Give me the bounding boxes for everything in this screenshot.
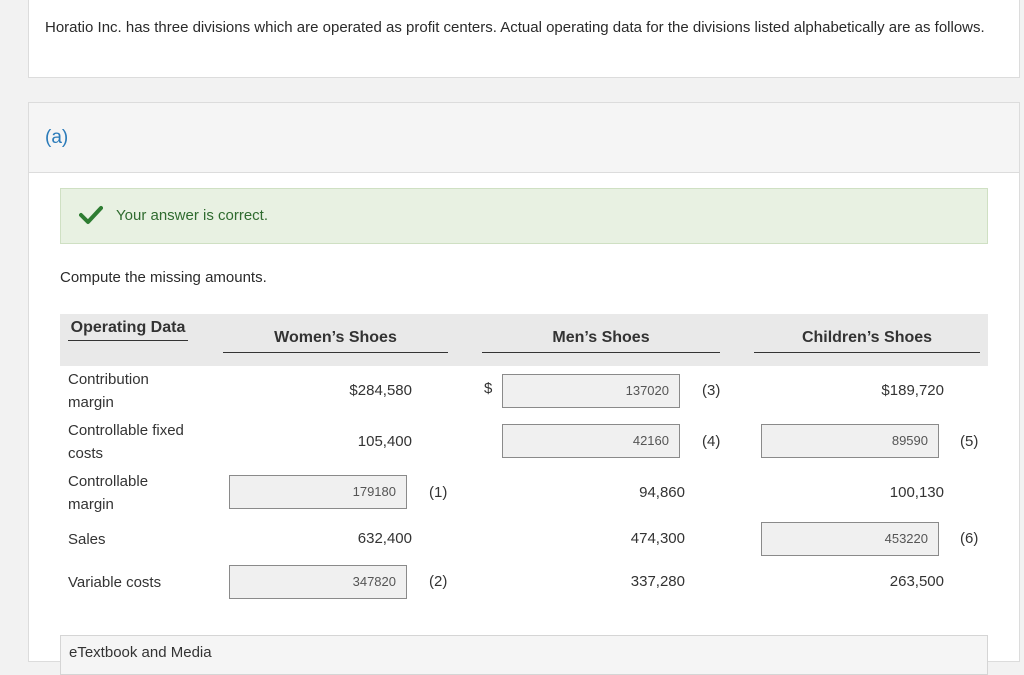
ref-1: (1) — [429, 484, 448, 501]
etextbook-media-section[interactable]: eTextbook and Media — [60, 635, 988, 675]
ref-5: (5) — [960, 433, 979, 450]
mens-controllable-margin: 94,860 — [639, 484, 685, 501]
childrens-sales-input[interactable]: 453220 — [761, 522, 939, 556]
ref-6: (6) — [960, 530, 979, 547]
header-operating-data: Operating Data — [68, 316, 188, 341]
mens-dollar-sign: $ — [484, 380, 493, 397]
womens-controllable-margin-input[interactable]: 179180 — [229, 475, 407, 509]
womens-variable-costs-input[interactable]: 347820 — [229, 565, 407, 599]
ref-4: (4) — [702, 433, 721, 450]
etextbook-media-label: eTextbook and Media — [69, 644, 212, 661]
row-label-controllable-fixed-costs: Controllable fixed costs — [68, 422, 184, 462]
mens-sales: 474,300 — [630, 530, 685, 547]
checkmark-icon — [79, 206, 103, 224]
correct-answer-text: Your answer is correct. — [116, 207, 269, 224]
problem-text: Horatio Inc. has three divisions which a… — [45, 19, 985, 36]
row-label-controllable-margin: Controllable margin — [68, 473, 149, 513]
mens-controllable-fixed-costs-input[interactable]: 42160 — [502, 424, 680, 458]
row-label-contribution-margin: Contribution margin — [68, 371, 149, 411]
ref-3: (3) — [702, 382, 721, 399]
part-header: (a) — [29, 103, 1019, 173]
part-label: (a) — [45, 127, 69, 148]
womens-controllable-fixed-costs: 105,400 — [357, 433, 412, 450]
womens-contribution-margin: $284,580 — [349, 382, 412, 399]
childrens-variable-costs: 263,500 — [889, 573, 944, 590]
row-label-sales: Sales — [68, 531, 106, 548]
mens-contribution-margin-input[interactable]: 137020 — [502, 374, 680, 408]
header-childrens-shoes: Children’s Shoes — [754, 329, 980, 353]
childrens-controllable-margin: 100,130 — [889, 484, 944, 501]
table-header: Operating Data Women’s Shoes Men’s Shoes… — [60, 314, 988, 366]
header-womens-shoes: Women’s Shoes — [223, 329, 448, 353]
ref-2: (2) — [429, 573, 448, 590]
correct-answer-banner: Your answer is correct. — [60, 188, 988, 244]
mens-variable-costs: 337,280 — [630, 573, 685, 590]
question-prompt: Compute the missing amounts. — [60, 269, 267, 286]
womens-sales: 632,400 — [357, 530, 412, 547]
part-a-panel: (a) Your answer is correct. Compute the … — [28, 102, 1020, 675]
problem-statement: Horatio Inc. has three divisions which a… — [28, 0, 1020, 78]
childrens-controllable-fixed-costs-input[interactable]: 89590 — [761, 424, 939, 458]
childrens-contribution-margin: $189,720 — [881, 382, 944, 399]
header-mens-shoes: Men’s Shoes — [482, 329, 720, 353]
row-label-variable-costs: Variable costs — [68, 574, 162, 591]
